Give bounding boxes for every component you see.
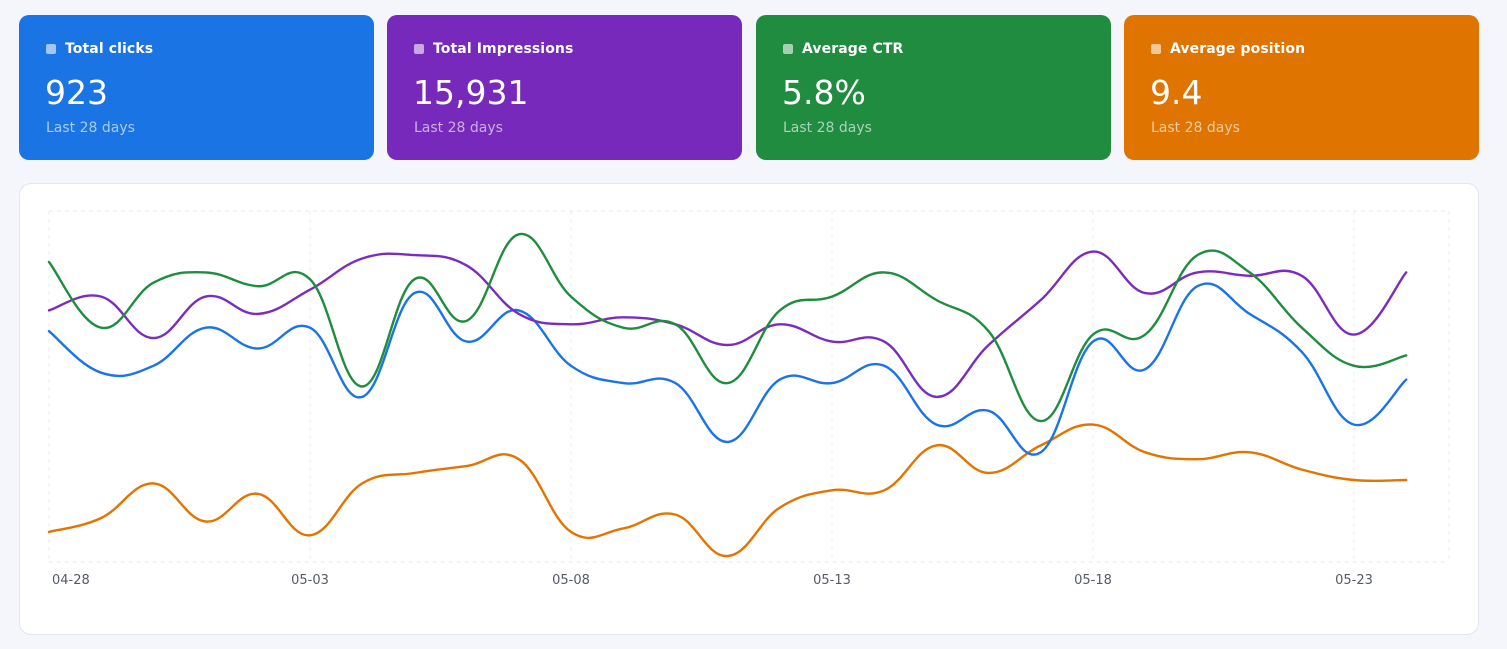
checkbox-icon (783, 44, 793, 54)
card-header: Average CTR (783, 41, 903, 57)
card-total-clicks[interactable]: Total clicks 923 Last 28 days (19, 15, 374, 160)
card-header: Average position (1151, 41, 1305, 57)
card-average-position[interactable]: Average position 9.4 Last 28 days (1124, 15, 1479, 160)
card-period: Last 28 days (783, 120, 872, 136)
card-total-impressions[interactable]: Total Impressions 15,931 Last 28 days (387, 15, 742, 160)
checkbox-icon (46, 44, 56, 54)
card-label: Average position (1170, 41, 1306, 57)
card-period: Last 28 days (414, 120, 503, 136)
series-line-2 (47, 233, 1408, 423)
card-value: 15,931 (413, 73, 529, 112)
card-average-ctr[interactable]: Average CTR 5.8% Last 28 days (756, 15, 1111, 160)
chart-svg: 04-28 05-03 05-08 05-13 05-18 05-23 (47, 210, 1450, 588)
card-label: Total Impressions (433, 41, 574, 57)
series-line-1 (47, 250, 1408, 399)
performance-chart: 04-28 05-03 05-08 05-13 05-18 05-23 (19, 183, 1479, 635)
checkbox-icon (1151, 44, 1161, 54)
series-line-3 (47, 423, 1408, 558)
card-value: 5.8% (782, 73, 866, 112)
x-tick-label: 05-13 (813, 573, 851, 588)
x-tick-label: 05-23 (1335, 573, 1373, 588)
card-period: Last 28 days (46, 120, 135, 136)
x-axis-ticks: 04-28 05-03 05-08 05-13 05-18 05-23 (52, 573, 1373, 588)
card-header: Total Impressions (414, 41, 573, 57)
card-label: Total clicks (65, 41, 154, 57)
card-period: Last 28 days (1151, 120, 1240, 136)
card-value: 923 (45, 73, 108, 112)
x-tick-label: 05-18 (1074, 573, 1112, 588)
summary-cards: Total clicks 923 Last 28 days Total Impr… (19, 15, 1479, 160)
x-tick-label: 05-08 (552, 573, 590, 588)
chart-grid (48, 210, 1450, 563)
x-tick-label: 04-28 (52, 573, 90, 588)
x-tick-label: 05-03 (291, 573, 329, 588)
card-value: 9.4 (1150, 73, 1203, 112)
card-label: Average CTR (802, 41, 904, 57)
checkbox-icon (414, 44, 424, 54)
chart-series (47, 233, 1408, 558)
series-line-0 (47, 282, 1408, 456)
card-header: Total clicks (46, 41, 153, 57)
